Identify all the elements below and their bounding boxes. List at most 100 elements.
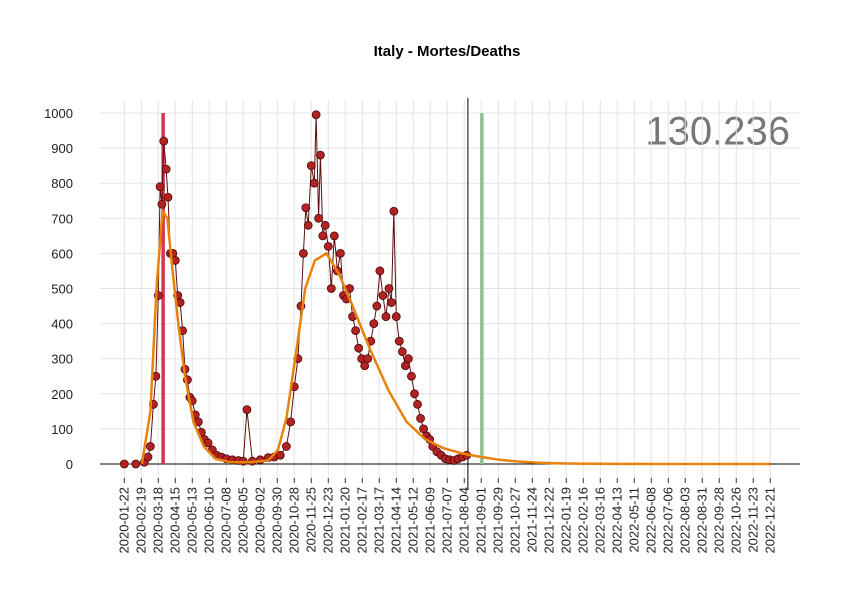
data-point bbox=[286, 417, 296, 427]
data-point bbox=[416, 413, 425, 423]
data-point bbox=[413, 399, 422, 409]
data-point bbox=[387, 298, 396, 307]
data-point bbox=[131, 459, 141, 469]
data-point bbox=[163, 192, 173, 202]
x-tick-label: 2020-09-30 bbox=[269, 487, 284, 554]
data-point bbox=[318, 231, 328, 241]
x-tick-label: 2022-02-16 bbox=[575, 487, 590, 554]
data-point bbox=[378, 291, 388, 300]
data-point bbox=[119, 459, 129, 469]
data-point bbox=[303, 220, 313, 230]
data-point bbox=[336, 248, 345, 258]
x-tick-label: 2021-12-22 bbox=[541, 487, 556, 554]
x-tick-label: 2021-11-24 bbox=[524, 487, 539, 553]
data-point bbox=[354, 343, 364, 353]
x-tick-label: 2021-04-14 bbox=[388, 487, 403, 554]
x-tick-label: 2022-04-13 bbox=[609, 487, 624, 554]
data-point bbox=[281, 442, 291, 451]
data-point bbox=[369, 319, 379, 329]
total-annotation: 130.236 bbox=[645, 110, 790, 154]
x-tick-label: 2022-12-21 bbox=[762, 487, 777, 554]
data-point bbox=[363, 354, 373, 364]
x-tick-label: 2020-09-02 bbox=[252, 487, 267, 554]
data-point bbox=[351, 326, 360, 336]
y-tick-label: 100 bbox=[51, 422, 73, 437]
x-tick-label: 2021-07-07 bbox=[439, 487, 454, 554]
data-point bbox=[309, 178, 319, 188]
chart-title: Italy - Mortes/Deaths bbox=[374, 43, 521, 60]
y-tick-label: 700 bbox=[51, 211, 73, 226]
data-point bbox=[397, 347, 407, 357]
y-tick-label: 800 bbox=[51, 176, 73, 191]
x-tick-label: 2020-07-08 bbox=[218, 487, 233, 554]
data-point bbox=[157, 199, 167, 209]
data-point bbox=[326, 284, 336, 293]
data-point bbox=[203, 438, 213, 448]
data-point bbox=[384, 284, 394, 293]
x-tick-label: 2022-05-11 bbox=[626, 487, 641, 553]
data-point bbox=[314, 213, 323, 223]
x-tick-label: 2020-05-13 bbox=[184, 487, 199, 554]
data-point bbox=[311, 110, 321, 120]
y-tick-label: 900 bbox=[51, 141, 73, 156]
x-tick-label: 2020-03-18 bbox=[150, 487, 165, 554]
data-point bbox=[407, 371, 416, 381]
y-tick-label: 600 bbox=[51, 246, 73, 261]
x-tick-label: 2022-06-08 bbox=[643, 487, 658, 554]
data-point bbox=[306, 161, 316, 171]
x-tick-label: 2021-03-17 bbox=[371, 487, 386, 554]
y-tick-label: 500 bbox=[51, 282, 73, 297]
x-tick-label: 2022-08-03 bbox=[677, 487, 692, 554]
x-tick-label: 2021-08-04 bbox=[456, 487, 471, 554]
x-tick-label: 2021-09-01 bbox=[473, 487, 488, 554]
data-point bbox=[323, 241, 333, 251]
data-point bbox=[320, 220, 330, 230]
x-tick-label: 2020-01-22 bbox=[116, 487, 131, 554]
x-tick-label: 2020-06-10 bbox=[201, 487, 216, 554]
data-point bbox=[404, 354, 413, 364]
x-tick-label: 2022-07-06 bbox=[660, 487, 675, 554]
x-tick-label: 2021-02-17 bbox=[354, 487, 369, 554]
x-tick-label: 2020-04-15 bbox=[167, 487, 182, 554]
data-point bbox=[315, 150, 325, 160]
x-tick-label: 2021-01-20 bbox=[337, 487, 352, 554]
data-point bbox=[375, 266, 385, 276]
x-tick-label: 2020-12-23 bbox=[320, 487, 335, 554]
data-point bbox=[155, 182, 165, 192]
data-point bbox=[161, 164, 171, 174]
trend-line bbox=[140, 207, 771, 466]
x-tick-label: 2020-08-05 bbox=[235, 487, 250, 554]
x-tick-label: 2020-02-19 bbox=[133, 487, 148, 554]
x-tick-label: 2022-09-28 bbox=[711, 487, 726, 554]
data-point bbox=[275, 450, 285, 460]
x-tick-label: 2022-10-26 bbox=[728, 487, 743, 554]
data-point bbox=[298, 248, 308, 258]
data-point bbox=[391, 312, 401, 321]
x-tick-label: 2021-10-27 bbox=[507, 487, 522, 554]
x-tick-label: 2022-03-16 bbox=[592, 487, 607, 554]
data-point bbox=[372, 301, 382, 311]
x-tick-label: 2020-11-25 bbox=[303, 487, 318, 553]
data-point bbox=[381, 312, 391, 321]
data-point bbox=[394, 336, 404, 346]
data-point bbox=[143, 452, 153, 462]
x-tick-label: 2022-01-19 bbox=[558, 487, 573, 554]
data-point bbox=[145, 442, 155, 451]
x-tick-label: 2022-11-23 bbox=[745, 487, 760, 553]
data-point bbox=[242, 405, 252, 414]
y-tick-label: 200 bbox=[51, 387, 73, 402]
data-point bbox=[301, 203, 311, 213]
y-tick-label: 400 bbox=[51, 317, 73, 332]
y-tick-label: 300 bbox=[51, 352, 73, 367]
x-tick-label: 2022-08-31 bbox=[694, 487, 709, 554]
data-point bbox=[159, 136, 169, 146]
y-tick-label: 0 bbox=[66, 457, 73, 472]
y-tick-label: 1000 bbox=[44, 106, 73, 121]
x-tick-label: 2020-10-28 bbox=[286, 487, 301, 554]
data-point bbox=[410, 389, 419, 399]
x-tick-label: 2021-05-12 bbox=[405, 487, 420, 554]
data-point bbox=[389, 206, 399, 216]
x-tick-label: 2021-09-29 bbox=[490, 487, 505, 554]
x-tick-label: 2021-06-09 bbox=[422, 487, 437, 554]
